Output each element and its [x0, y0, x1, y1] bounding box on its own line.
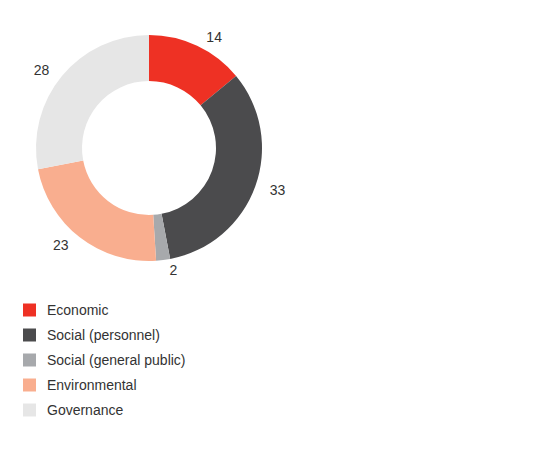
svg-text:Social (general public): Social (general public) — [47, 352, 186, 368]
svg-text:2: 2 — [169, 262, 177, 278]
svg-text:23: 23 — [53, 237, 69, 253]
svg-text:28: 28 — [34, 62, 50, 78]
svg-text:14: 14 — [206, 29, 222, 45]
svg-text:Environmental: Environmental — [47, 377, 137, 393]
svg-text:Governance: Governance — [47, 402, 123, 418]
svg-text:Social (personnel): Social (personnel) — [47, 327, 160, 343]
svg-text:33: 33 — [270, 182, 286, 198]
svg-text:Economic: Economic — [47, 302, 108, 318]
